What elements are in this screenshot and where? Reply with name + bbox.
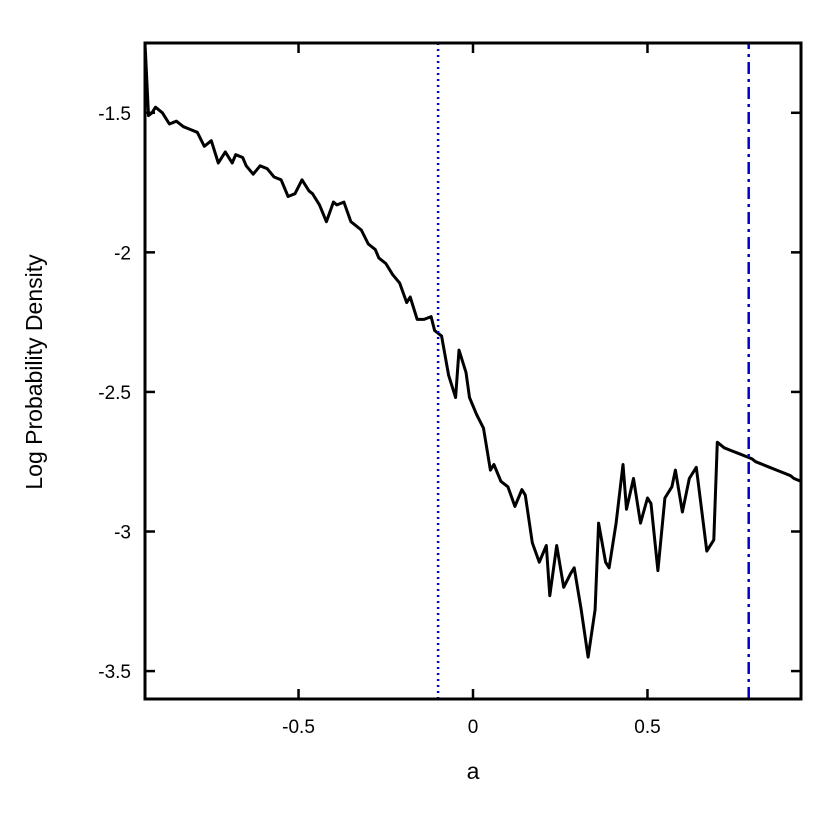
y-tick-label: -2 [114,243,131,264]
y-tick-label: -3.5 [98,662,131,683]
y-tick-label: -2.5 [98,383,131,404]
y-tick-label: -3 [114,523,131,544]
axis-ticks: -0.5 0 0.5 -1.5 -2 -2.5 -3 -3.5 [98,43,801,738]
x-tick-label: -0.5 [282,717,315,738]
density-curve [143,42,802,659]
y-axis-title: Log Probability Density [21,254,47,490]
y-tick-label: -1.5 [98,104,131,125]
x-tick-label: 0 [468,717,479,738]
plot-marks [143,42,802,699]
plot-frame [143,41,803,701]
x-tick-label: 0.5 [634,717,660,738]
x-axis-title: a [467,758,480,784]
